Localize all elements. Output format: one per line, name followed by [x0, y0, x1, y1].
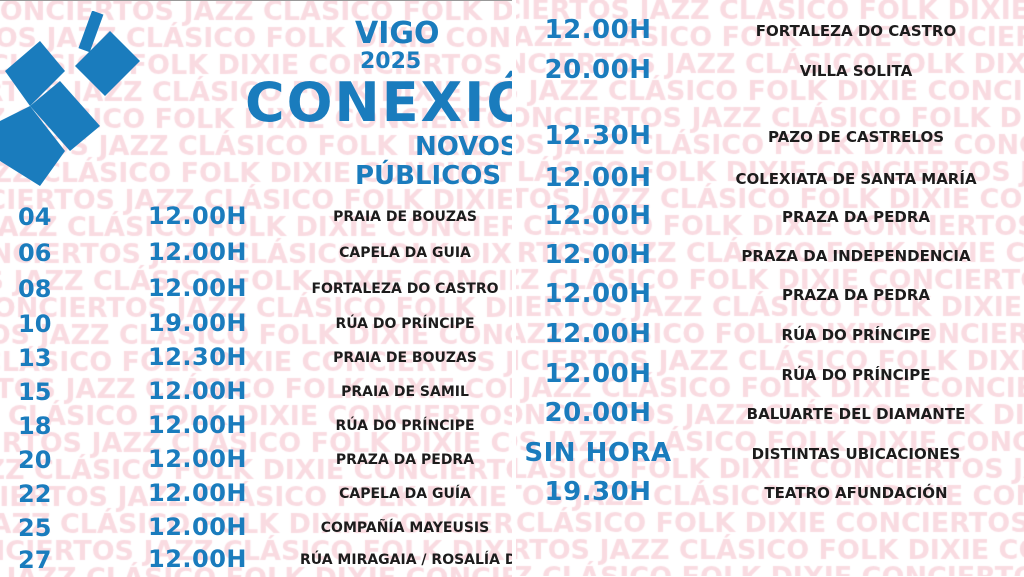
event-venue: COMPAÑÍA MAYEUSIS — [320, 520, 490, 536]
poster-left: VIGO 2025 CONEXIÓN NOVOS PÚBLICOS 0412.0… — [0, 0, 512, 577]
day-number: 20 — [18, 446, 52, 474]
event-time: 19.00H — [148, 309, 247, 337]
event-time: 12.00H — [148, 411, 247, 439]
event-time: 12.00H — [544, 15, 652, 45]
day-number: 25 — [18, 514, 52, 542]
event-venue: PRAZA DA PEDRA — [335, 452, 475, 468]
event-time: 12.00H — [148, 238, 247, 266]
event-time: 12.00H — [148, 445, 247, 473]
event-time: 12.00H — [544, 240, 652, 270]
event-time: 12.30H — [544, 121, 652, 151]
event-time: 20.00H — [544, 55, 652, 85]
day-number: 04 — [18, 203, 52, 231]
event-time: 12.00H — [544, 279, 652, 309]
event-venue: PAZO DE CASTRELOS — [767, 128, 945, 146]
event-time: 12.00H — [148, 479, 247, 507]
header-city: VIGO — [355, 16, 440, 51]
day-number: 22 — [18, 480, 52, 508]
event-venue: RÚA DO PRÍNCIPE — [335, 418, 475, 434]
event-time: 12.30H — [148, 343, 247, 371]
event-venue: CAPELA DA GUIA — [339, 245, 471, 261]
event-time: 12.00H — [148, 377, 247, 405]
event-venue: PRAZA DA PEDRA — [782, 286, 930, 304]
event-venue: PRAIA DE BOUZAS — [333, 209, 477, 225]
day-number: 18 — [18, 412, 52, 440]
day-number: 13 — [18, 344, 52, 372]
day-number: 10 — [18, 310, 52, 338]
event-time: 12.00H — [148, 545, 247, 573]
event-venue: BALUARTE DEL DIAMANTE — [746, 405, 966, 423]
header-year: 2025 — [360, 49, 422, 74]
event-time: 12.00H — [148, 274, 247, 302]
day-number: 27 — [18, 546, 52, 574]
header-title: CONEXIÓN — [245, 71, 512, 134]
event-venue: PRAIA DE SAMIL — [341, 384, 469, 400]
event-time: SIN HORA — [524, 438, 672, 468]
event-time: 19.30H — [544, 477, 652, 507]
header-line2: PÚBLICOS — [355, 161, 502, 191]
event-time: 12.00H — [544, 319, 652, 349]
day-number: 15 — [18, 378, 52, 406]
event-venue: COLEXIATA DE SANTA MARÍA — [735, 170, 977, 188]
event-venue: RÚA MIRAGAIA / ROSALÍA DE CA — [300, 552, 512, 568]
event-venue: PRAZA DA PEDRA — [782, 208, 930, 226]
event-venue: FORTALEZA DO CASTRO — [311, 281, 499, 297]
header-line1: NOVOS — [415, 132, 512, 162]
event-time: 12.00H — [148, 513, 247, 541]
event-time: 12.00H — [544, 163, 652, 193]
day-number: 08 — [18, 275, 52, 303]
event-venue: RÚA DO PRÍNCIPE — [781, 326, 931, 344]
event-venue: TEATRO AFUNDACIÓN — [764, 484, 948, 502]
event-venue: RÚA DO PRÍNCIPE — [781, 366, 931, 384]
event-venue: RÚA DO PRÍNCIPE — [335, 316, 475, 332]
watermark-background — [0, 1, 512, 577]
event-venue: DISTINTAS UBICACIONES — [751, 445, 961, 463]
event-time: 20.00H — [544, 398, 652, 428]
event-venue: CAPELA DA GUÍA — [339, 486, 471, 502]
day-number: 06 — [18, 239, 52, 267]
event-venue: PRAIA DE BOUZAS — [333, 350, 477, 366]
poster-right: 12.00H FORTALEZA DO CASTRO 20.00H VILLA SOL… — [516, 0, 1024, 576]
event-time: 12.00H — [544, 201, 652, 231]
event-venue: PRAZA DA INDEPENDENCIA — [741, 247, 971, 265]
watermark-background — [516, 0, 1024, 576]
event-venue: FORTALEZA DO CASTRO — [755, 22, 957, 40]
logo-icon — [0, 11, 140, 186]
event-time: 12.00H — [148, 202, 247, 230]
event-venue: VILLA SOLITA — [799, 62, 913, 80]
event-time: 12.00H — [544, 359, 652, 389]
